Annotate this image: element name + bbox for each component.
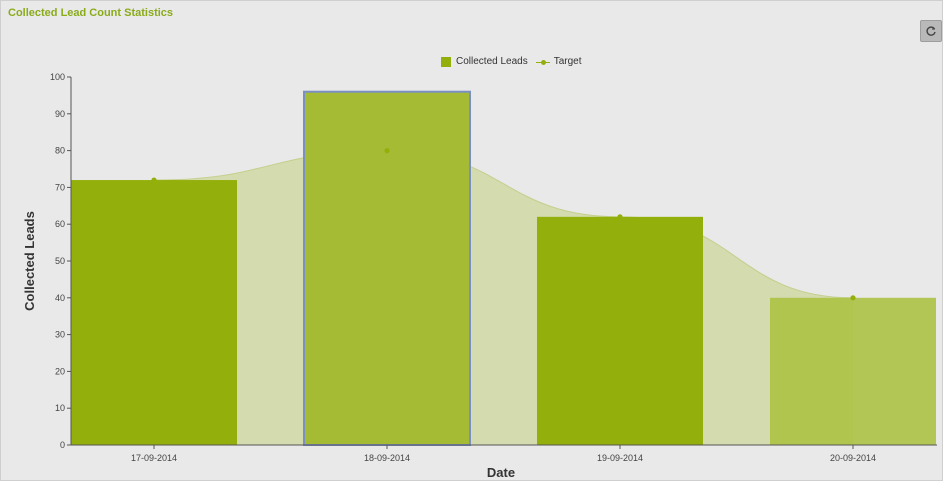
legend-label-target: Target: [553, 56, 582, 67]
legend-label-collected-leads: Collected Leads: [456, 56, 528, 67]
legend-bar-swatch: [441, 56, 451, 67]
y-tick-label-50: 50: [55, 256, 65, 266]
refresh-button[interactable]: [920, 20, 942, 42]
y-tick-label-10: 10: [55, 403, 65, 413]
y-tick-label-20: 20: [55, 366, 65, 376]
y-tick-label-70: 70: [55, 182, 65, 192]
y-tick-label-60: 60: [55, 219, 65, 229]
bar-19-09-2014: [537, 216, 703, 445]
target-point-17-09-2014: [151, 177, 157, 183]
y-tick-label-80: 80: [55, 146, 65, 156]
legend-line-swatch: [535, 57, 550, 67]
target-area: [154, 150, 853, 445]
x-axis-title: Date: [487, 465, 515, 480]
widget-title: Collected Lead Count Statistics: [8, 7, 174, 19]
x-tick-label-18-09-2014: 18-09-2014: [364, 453, 410, 463]
x-tick-label-19-09-2014: 19-09-2014: [597, 453, 643, 463]
bar-18-09-2014: [303, 90, 471, 446]
x-tick-label-20-09-2014: 20-09-2014: [830, 453, 876, 463]
y-tick-label-40: 40: [55, 293, 65, 303]
chart-legend: Collected Leads Target: [441, 56, 590, 67]
y-axis-title: Collected Leads: [22, 211, 37, 311]
x-tick-label-17-09-2014: 17-09-2014: [131, 453, 177, 463]
refresh-icon: [926, 26, 936, 36]
bar-17-09-2014: [71, 180, 237, 446]
y-tick-label-0: 0: [60, 440, 65, 450]
y-tick-label-100: 100: [50, 72, 65, 82]
target-point-19-09-2014: [617, 214, 623, 220]
target-point-20-09-2014: [850, 295, 856, 301]
legend-item-target[interactable]: Target: [535, 56, 582, 67]
y-tick-label-90: 90: [55, 109, 65, 119]
target-point-18-09-2014: [384, 148, 390, 154]
bar-20-09-2014: [770, 297, 936, 445]
target-line: [153, 150, 854, 299]
legend-item-collected-leads[interactable]: Collected Leads: [441, 56, 528, 67]
y-tick-label-30: 30: [55, 330, 65, 340]
